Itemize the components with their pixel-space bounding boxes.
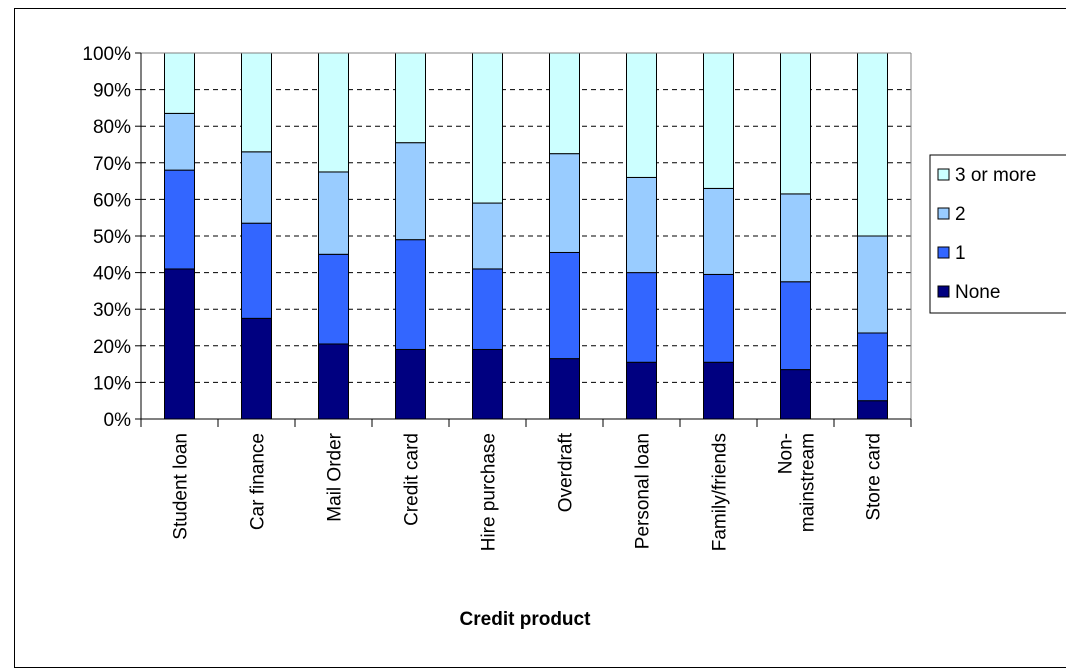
x-tick-label: Credit card <box>402 433 423 526</box>
x-tick-label: Overdraft <box>556 432 577 512</box>
bar-segment <box>395 142 426 241</box>
y-tick-label: 80% <box>93 117 131 138</box>
bar-segment <box>472 268 503 350</box>
x-axis-title: Credit product <box>460 609 592 630</box>
y-tick-label: 60% <box>93 190 131 211</box>
legend-swatch <box>937 168 950 181</box>
x-tick-label: Hire purchase <box>479 433 500 551</box>
y-tick-label: 10% <box>93 373 131 394</box>
x-tick-label: Personal loan <box>633 433 654 549</box>
bar-segment <box>472 348 503 420</box>
x-tick-label: Family/friends <box>710 433 731 551</box>
bar-segment <box>395 52 426 144</box>
legend-swatch <box>937 207 950 220</box>
bar-segment <box>703 187 734 275</box>
bar-segment <box>241 222 272 319</box>
x-tick-labels: Student loan Car finance Mail Order Credit … <box>171 432 885 551</box>
axes <box>135 52 912 427</box>
bar-segment <box>626 52 657 178</box>
x-tick-label: Store card <box>864 433 885 521</box>
bar-segment <box>703 361 734 420</box>
bar-segment <box>857 400 888 420</box>
bar-segment <box>780 193 811 283</box>
y-tick-label: 0% <box>104 410 132 431</box>
y-tick-label: 30% <box>93 300 131 321</box>
bar-segment <box>395 348 426 420</box>
bar-segment <box>549 358 580 420</box>
legend-label: 1 <box>955 243 966 264</box>
legend-label: None <box>955 282 1000 303</box>
bar-segment <box>549 52 580 155</box>
x-tick-label-line: Overdraft <box>556 432 577 512</box>
bar-segment <box>241 151 272 224</box>
x-tick-label: Mail Order <box>325 432 346 521</box>
x-tick-label-line: Non- <box>776 433 797 474</box>
bar-segment <box>164 268 195 420</box>
y-tick-label: 50% <box>93 227 131 248</box>
bar-segment <box>164 52 195 114</box>
bar-segment <box>241 317 272 420</box>
y-tick-labels: 0% 10% 20% 30% 40% 50% 60% 70% 80% 90% 100% <box>82 44 131 431</box>
bar-segment <box>164 169 195 270</box>
bar-segment <box>780 281 811 371</box>
bar-segment <box>626 176 657 274</box>
bar-segment <box>318 52 349 173</box>
bar-segment <box>241 52 272 153</box>
bar-segment <box>318 253 349 345</box>
bar-segment <box>626 361 657 420</box>
x-tick-label-line: Personal loan <box>633 433 654 549</box>
y-tick-label: 20% <box>93 337 131 358</box>
x-tick-label: Student loan <box>171 433 192 540</box>
bar-segment <box>472 52 503 204</box>
bar-segment <box>395 239 426 350</box>
bar-segment <box>626 272 657 363</box>
bar-segment <box>549 153 580 253</box>
bar-segment <box>857 52 888 237</box>
y-tick-label: 70% <box>93 154 131 175</box>
legend-label: 3 or more <box>955 165 1036 186</box>
bar-segment <box>318 171 349 255</box>
bar-segment <box>780 369 811 420</box>
legend-swatch <box>937 285 950 298</box>
y-tick-label: 100% <box>82 44 131 65</box>
bar-segment <box>164 112 195 171</box>
y-tick-label: 90% <box>93 81 131 102</box>
legend: 3 or more 2 1 None <box>929 154 1066 314</box>
x-tick-label-line: Store card <box>864 433 885 521</box>
x-tick-label-line: Hire purchase <box>479 433 500 551</box>
x-tick-label-line: Car finance <box>248 433 269 530</box>
bar-segment <box>703 273 734 363</box>
bar-segment <box>857 235 888 334</box>
x-tick-label-line: Student loan <box>171 433 192 540</box>
bars <box>164 52 888 420</box>
legend-swatch <box>937 246 950 259</box>
x-tick-label-line: mainstream <box>798 433 819 532</box>
bar-segment <box>780 52 811 195</box>
x-tick-label-line: Mail Order <box>325 432 346 521</box>
bar-segment <box>703 52 734 189</box>
bar-segment <box>472 202 503 270</box>
bar-segment <box>549 251 580 360</box>
x-tick-label: Non-mainstream <box>776 433 819 532</box>
legend-label: 2 <box>955 204 966 225</box>
bar-segment <box>318 343 349 420</box>
legend-box <box>929 154 1066 314</box>
x-tick-label-line: Credit card <box>402 433 423 526</box>
y-tick-label: 40% <box>93 264 131 285</box>
x-tick-label: Car finance <box>248 433 269 530</box>
x-tick-label-line: Family/friends <box>710 433 731 551</box>
bar-segment <box>857 332 888 402</box>
